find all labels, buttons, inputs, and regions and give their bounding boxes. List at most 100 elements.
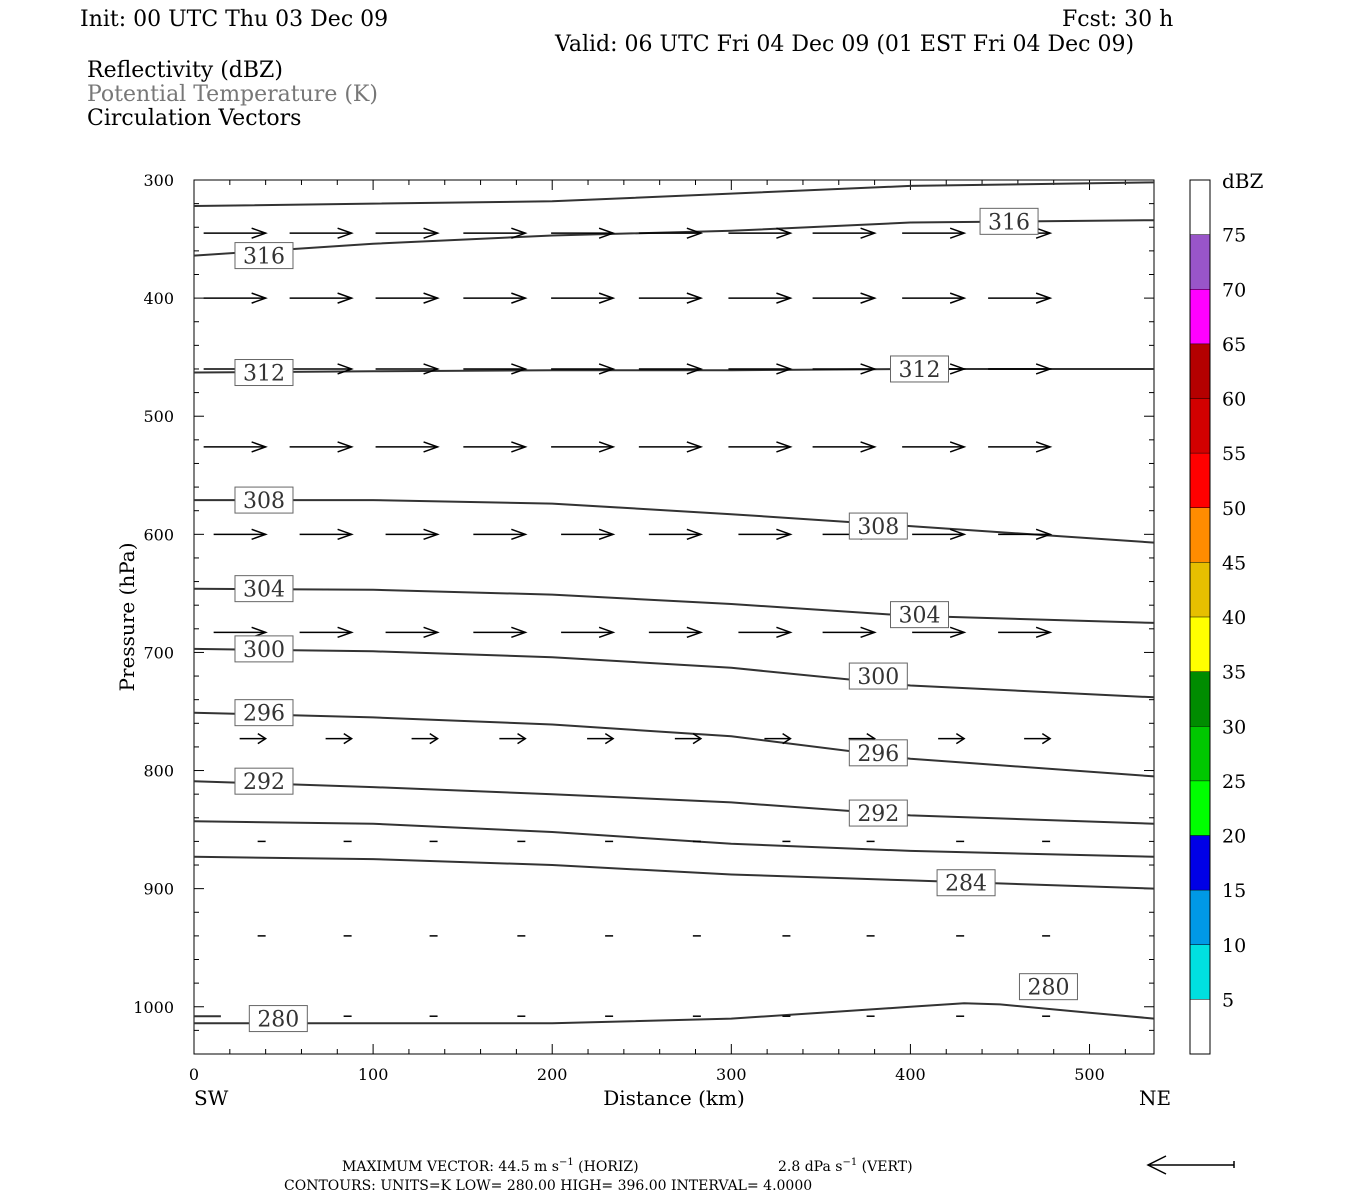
contour-label: 316	[243, 245, 285, 270]
contour-label-box	[848, 662, 908, 690]
max-vector-label: MAXIMUM VECTOR: 44.5 m s−1 (HORIZ)	[342, 1157, 639, 1175]
vector-arrowhead	[860, 626, 877, 639]
x-axis-label: Distance (km)	[603, 1086, 745, 1110]
x-tick-label: 200	[537, 1065, 568, 1084]
colorbar-segment	[1190, 835, 1210, 891]
vector-arrowhead	[860, 292, 877, 304]
colorbar-segment	[1190, 507, 1210, 563]
colorbar-segment	[1190, 453, 1210, 508]
colorbar-segment	[1190, 617, 1210, 672]
contour-label: 312	[899, 358, 941, 383]
contour-info-label: CONTOURS: UNITS=K LOW= 280.00 HIGH= 396.…	[284, 1178, 812, 1194]
init-time-label: Init: 00 UTC Thu 03 Dec 09	[80, 7, 388, 32]
vector-arrowhead	[251, 441, 268, 453]
contour-label: 284	[945, 872, 987, 897]
contour-label-box	[248, 1005, 308, 1033]
vector-arrowhead	[337, 441, 354, 453]
field-label-vectors: Circulation Vectors	[87, 106, 301, 131]
colorbar-segment	[1190, 999, 1210, 1054]
vector-arrowhead	[598, 227, 616, 239]
reference-vector-arrow	[1146, 1155, 1235, 1175]
vector-arrowhead	[337, 528, 354, 541]
vector-arrowhead	[776, 227, 793, 239]
vector-arrowhead	[598, 441, 616, 453]
colorbar-label: 40	[1222, 607, 1246, 629]
vector-arrowhead	[598, 528, 616, 541]
vector-arrowhead	[511, 227, 528, 239]
x-tick-label: 100	[358, 1065, 389, 1084]
vector-arrowhead	[423, 363, 440, 375]
vector-arrowhead	[776, 363, 793, 375]
vector-arrowhead	[949, 441, 967, 453]
contour-label: 304	[243, 578, 285, 603]
y-tick-label: 600	[143, 525, 174, 544]
contour-label-box	[936, 869, 996, 897]
contour-label: 308	[857, 515, 899, 540]
vector-arrowhead	[686, 363, 704, 375]
y-tick-label: 700	[143, 643, 174, 662]
x-tick-label: 500	[1074, 1065, 1105, 1084]
vector-arrowhead	[1035, 626, 1053, 639]
colorbar: 5 10 15 20 25 30 35 40 45 50 55 60 65 70 75	[1189, 179, 1246, 1055]
vector-arrowhead	[776, 626, 793, 639]
vector-arrowhead	[860, 227, 877, 239]
vector-arrowhead	[1035, 227, 1053, 239]
x-tick-label: 0	[189, 1065, 199, 1084]
colorbar-segment	[1190, 398, 1210, 454]
vector-arrowhead	[337, 363, 354, 375]
colorbar-label: 60	[1222, 389, 1246, 411]
vector-arrowhead	[511, 528, 528, 541]
vector-arrowhead	[686, 441, 704, 453]
colorbar-label: 25	[1222, 771, 1246, 793]
right-end-label: NE	[1139, 1086, 1171, 1110]
vector-arrowhead	[1035, 363, 1053, 375]
x-tick-label: 400	[895, 1065, 926, 1084]
colorbar-label: 20	[1222, 826, 1246, 848]
vector-arrowhead	[604, 733, 615, 745]
contour-label-box	[234, 242, 294, 270]
colorbar-segment	[1190, 890, 1210, 945]
vector-arrowhead	[1035, 441, 1053, 453]
vector-arrowhead	[343, 733, 354, 745]
field-label-theta: Potential Temperature (K)	[87, 82, 378, 107]
y-tick-label: 900	[143, 880, 174, 899]
vector-arrowhead	[423, 626, 440, 639]
vector-arrowhead	[598, 292, 616, 304]
colorbar-label: 50	[1222, 498, 1246, 520]
colorbar-label: 55	[1222, 443, 1246, 465]
contour-label-box	[979, 207, 1039, 235]
colorbar-label: 65	[1222, 334, 1246, 356]
vector-arrowhead	[949, 626, 967, 639]
vector-arrowhead	[949, 292, 967, 304]
vector-arrowhead	[423, 292, 440, 304]
vector-arrowhead	[511, 441, 528, 453]
contour-label-layer: 316 316 312 312 308 308 304 304 300 300 296 296 292 2…	[234, 207, 1078, 1033]
forecast-hour-label: Fcst: 30 h	[1062, 7, 1173, 32]
contour-label: 296	[243, 702, 285, 727]
colorbar-label: 30	[1222, 716, 1246, 738]
contour-label: 316	[988, 210, 1030, 235]
vector-arrowhead	[860, 441, 877, 453]
vector-arrowhead	[423, 227, 440, 239]
contour-label-box	[1018, 973, 1078, 1001]
contour-label-box	[234, 486, 294, 514]
contour-label: 308	[243, 489, 285, 514]
theta-contour-line	[193, 587, 1155, 624]
colorbar-segment	[1190, 780, 1210, 836]
theta-contour-line	[193, 647, 1155, 699]
vector-arrowhead	[337, 292, 354, 304]
contour-label: 296	[857, 742, 899, 767]
colorbar-label: 15	[1222, 880, 1246, 902]
vector-arrowhead	[949, 363, 967, 375]
contour-label: 304	[899, 604, 941, 629]
vector-arrowhead	[860, 363, 877, 375]
theta-contour-line	[193, 780, 1155, 825]
contour-label-box	[890, 355, 950, 383]
contour-label-box	[848, 739, 908, 767]
y-tick-label: 500	[143, 407, 174, 426]
vector-arrowhead	[1035, 528, 1053, 541]
contour-layer	[193, 181, 1155, 1025]
vector-arrowhead	[776, 528, 793, 541]
y-axis-label: Pressure (hPa)	[115, 543, 139, 692]
contour-label-box	[234, 359, 294, 387]
